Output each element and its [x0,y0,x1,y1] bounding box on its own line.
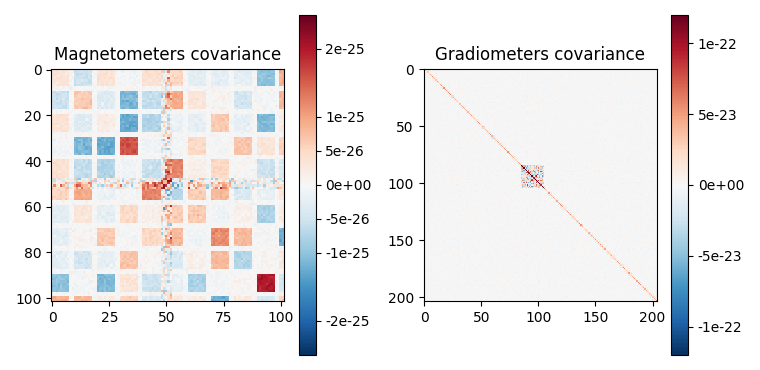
Title: Gradiometers covariance: Gradiometers covariance [435,46,645,64]
Title: Magnetometers covariance: Magnetometers covariance [54,46,281,64]
